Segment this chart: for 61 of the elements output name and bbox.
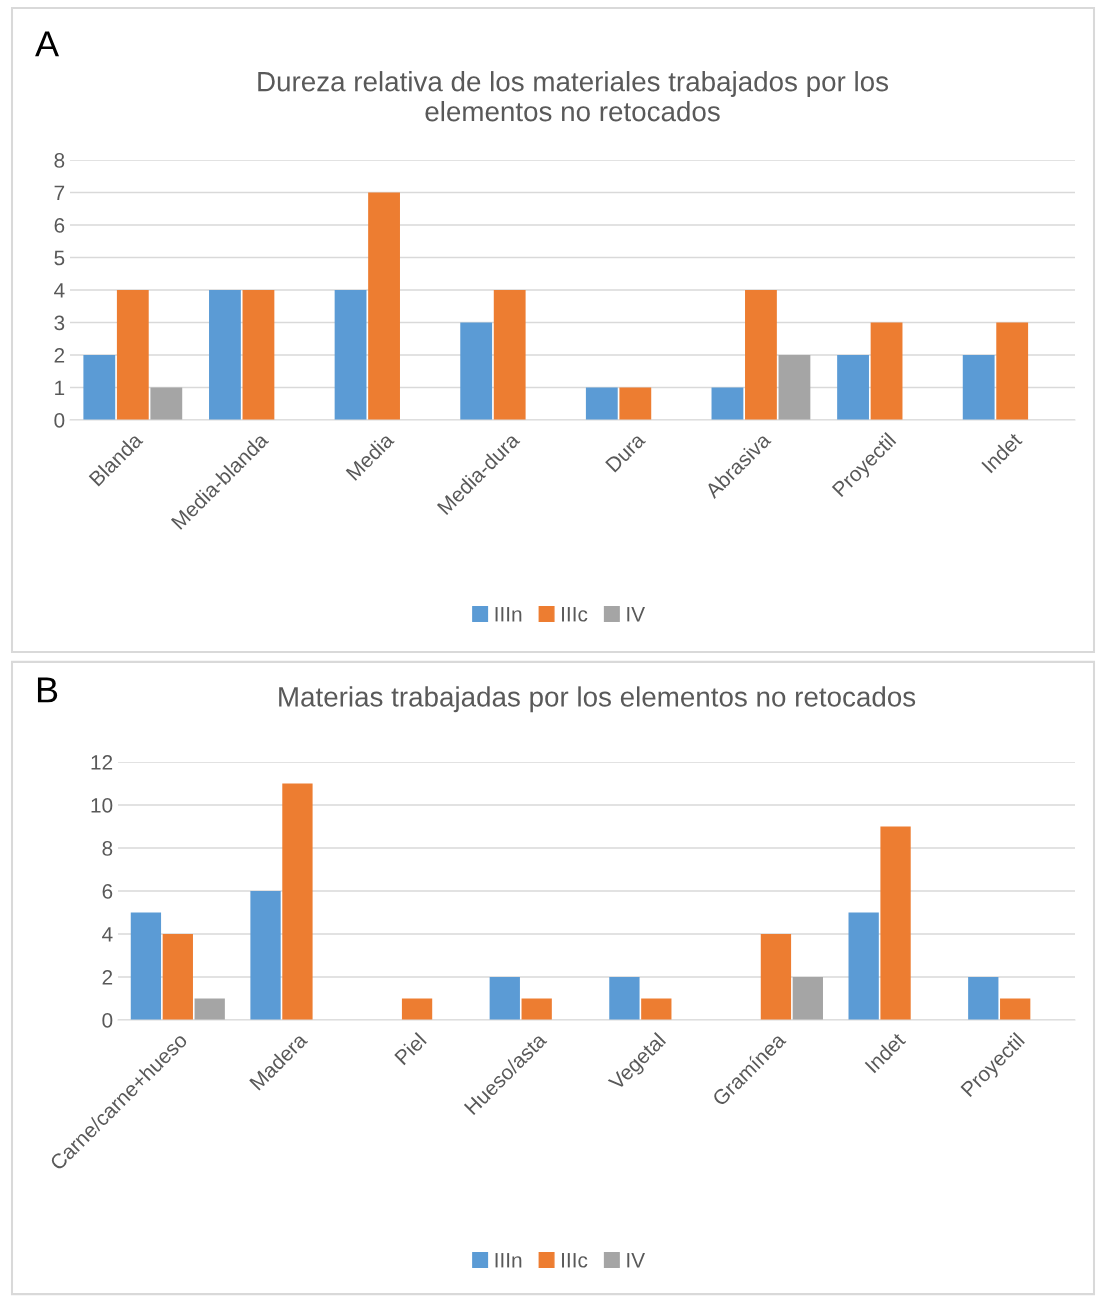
y-tick-label: 4 — [54, 283, 65, 298]
bar — [489, 977, 520, 1020]
bar — [778, 355, 811, 420]
x-tick-label: Piel — [393, 1032, 427, 1066]
bar — [521, 998, 552, 1020]
text: B — [37, 677, 58, 703]
bar — [401, 998, 433, 1020]
y-tick-label: 10 — [91, 798, 113, 813]
bar — [870, 322, 903, 420]
y-tick-label: 3 — [54, 315, 65, 331]
bar — [760, 934, 792, 1020]
bar — [162, 934, 193, 1020]
bar — [83, 355, 116, 420]
bar — [493, 290, 526, 420]
bar — [609, 977, 640, 1020]
legend-label: IIIn — [495, 607, 522, 622]
y-tick-label: 8 — [102, 841, 113, 856]
bar — [619, 387, 652, 420]
y-tick-label: 1 — [55, 380, 65, 396]
chart-title: Materias trabajadas por los elementos no retocados — [279, 686, 916, 713]
legend-label: IV — [627, 1253, 645, 1268]
bar — [116, 290, 149, 420]
chart-title: Dureza relativa de los materiales trabajados por los elementos no retocados — [258, 71, 889, 122]
y-tick-label: 5 — [54, 250, 65, 266]
bar — [968, 977, 999, 1020]
text: A — [35, 31, 60, 57]
bar — [460, 322, 493, 420]
y-tick-label: 4 — [102, 927, 113, 942]
y-tick-label: 12 — [91, 755, 113, 770]
bar — [792, 977, 823, 1020]
legend-label: IIIc — [562, 1253, 588, 1268]
bar — [641, 998, 672, 1020]
y-tick-label: 6 — [102, 884, 113, 899]
bar — [368, 192, 400, 420]
y-tick-label: 2 — [102, 970, 113, 985]
bar — [711, 387, 744, 420]
bar — [130, 912, 162, 1020]
bar — [150, 387, 183, 420]
bar — [585, 387, 618, 420]
bar — [250, 891, 281, 1020]
legend-label: IIIc — [562, 607, 588, 622]
bar — [334, 290, 367, 420]
y-tick-label: 8 — [54, 153, 65, 168]
bar — [194, 998, 225, 1020]
bar — [848, 912, 879, 1020]
legend-label: IIIn — [495, 1253, 522, 1268]
y-tick-label: 7 — [54, 185, 65, 201]
bar — [962, 355, 995, 420]
y-tick-label: 6 — [54, 218, 65, 233]
y-tick-label: 2 — [54, 348, 65, 363]
bar — [880, 826, 911, 1020]
bar — [209, 290, 241, 420]
y-tick-label: 0 — [102, 1013, 113, 1028]
legend-label: IV — [627, 607, 645, 622]
bar — [282, 783, 313, 1020]
bar — [996, 322, 1029, 420]
y-tick-label: 0 — [54, 413, 65, 428]
bar — [242, 290, 275, 420]
bar — [1000, 998, 1031, 1020]
bar — [745, 290, 777, 420]
bar — [837, 355, 869, 420]
